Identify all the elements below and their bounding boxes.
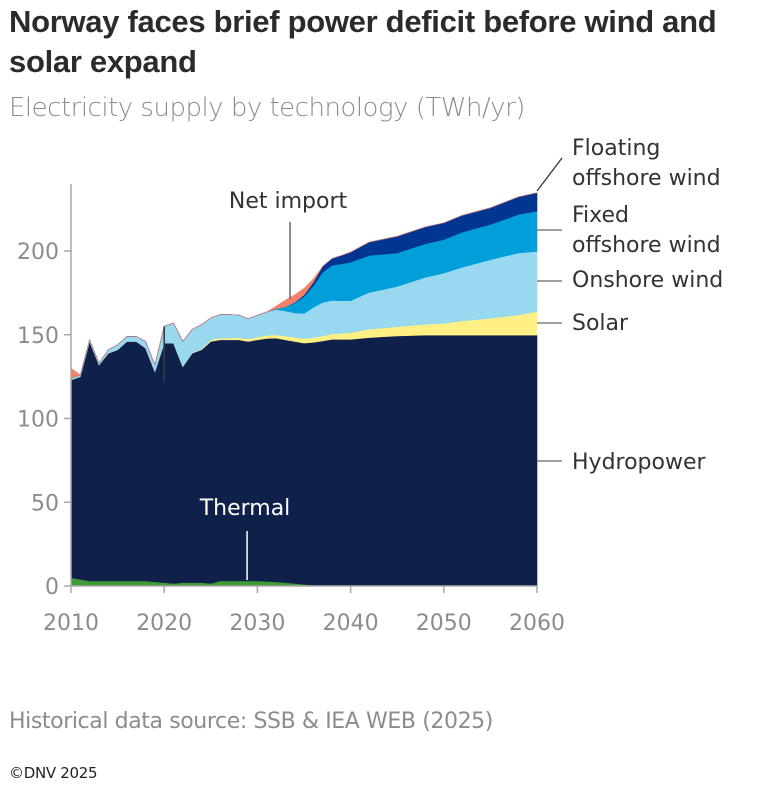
x-tick-label: 2060 (509, 611, 565, 636)
y-tick-label: 150 (17, 324, 59, 349)
y-tick-label: 0 (45, 575, 59, 600)
area-series-group (70, 192, 538, 587)
annotation-net-import: Net import (229, 189, 348, 214)
series-label-floating-offshore-wind: Floating (572, 136, 660, 161)
series-label-fixed-offshore-wind: Fixed (572, 203, 629, 228)
y-tick-label: 100 (17, 408, 59, 433)
chart-subtitle: Electricity supply by technology (TWh/yr… (9, 93, 525, 123)
leader-line-floating-offshore-wind (536, 157, 563, 192)
x-tick-label: 2030 (229, 611, 285, 636)
series-label-fixed-offshore-wind: offshore wind (572, 233, 721, 258)
data-source-note: Historical data source: SSB & IEA WEB (2… (9, 709, 493, 734)
annotations-group: Net import Thermal Floating offshore wind Fi… (199, 136, 723, 580)
series-label-floating-offshore-wind: offshore wind (572, 166, 721, 191)
series-label-onshore-wind: Onshore wind (572, 268, 723, 293)
x-tick-label: 2050 (416, 611, 472, 636)
axes-group: 0 50 100 150 200 2010 2020 2030 2040 2050 2060 (17, 184, 565, 636)
series-label-hydropower: Hydropower (572, 450, 707, 475)
stacked-area-chart: 0 50 100 150 200 2010 2020 2030 2040 2050 2060 Net… (17, 136, 723, 636)
area-hydropower (70, 334, 538, 586)
x-tick-label: 2040 (323, 611, 379, 636)
y-tick-label: 200 (17, 240, 59, 265)
copyright-note: ©DNV 2025 (9, 764, 98, 782)
chart-title: Norway faces brief power deficit before … (9, 4, 717, 79)
series-label-solar: Solar (572, 311, 629, 336)
annotation-thermal: Thermal (199, 496, 291, 521)
x-tick-label: 2020 (136, 611, 192, 636)
y-tick-label: 50 (31, 491, 59, 516)
x-tick-label: 2010 (43, 611, 99, 636)
area-net-import (70, 192, 538, 379)
